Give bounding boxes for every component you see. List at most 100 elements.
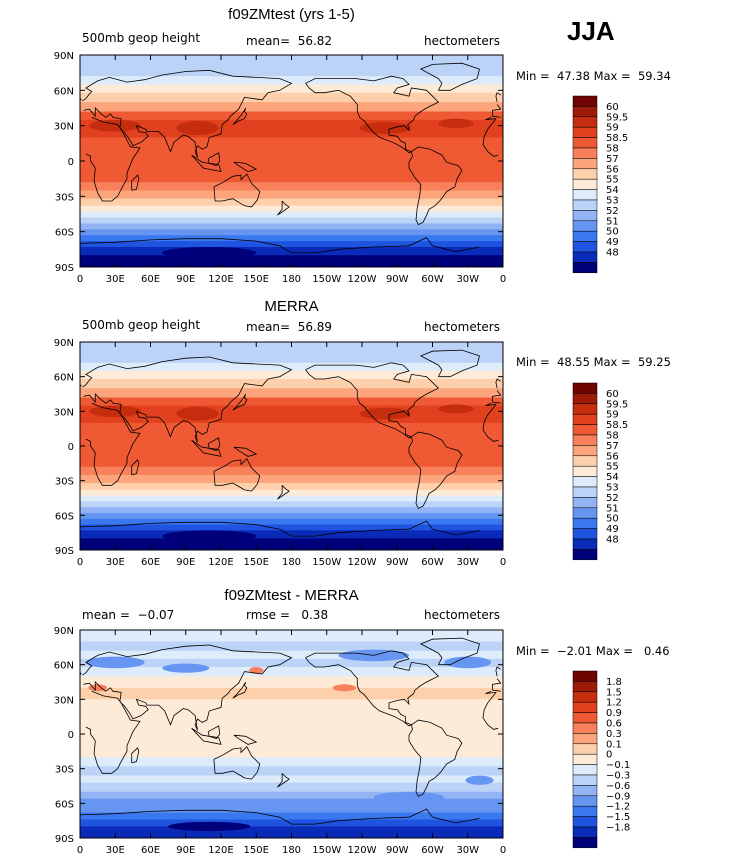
colorbar-box (572, 251, 598, 263)
coastline (277, 485, 290, 500)
colorbar-label: 58.5 (606, 420, 628, 431)
x-tick-label: 30E (106, 845, 125, 856)
contour-blob (176, 120, 219, 136)
contour-band (80, 76, 503, 85)
x-tick-label: 60E (141, 557, 160, 568)
colorbar-label: 1.2 (606, 698, 622, 709)
contour-band (80, 805, 503, 814)
colorbar-box (572, 670, 598, 682)
map-1: 0 30E 60E 90E 120E 150E 180 150W 120W 90W 60W 30W 09… (54, 338, 628, 568)
colorbar-label: −0.3 (606, 771, 630, 782)
x-tick-label: 0 (77, 845, 83, 856)
contour-band (80, 413, 503, 424)
x-tick-label: 150E (244, 845, 269, 856)
coastline (305, 362, 440, 439)
coastline (82, 356, 502, 443)
colorbar-label: 59.5 (606, 112, 628, 123)
y-tick-label: 90N (54, 626, 74, 637)
coastline (213, 746, 261, 780)
contour-band (80, 198, 503, 207)
contour-blob (162, 246, 257, 259)
x-tick-label: 60E (141, 274, 160, 285)
colorbar-box (572, 476, 598, 488)
colorbar-box (572, 220, 598, 232)
x-tick-label: 120W (348, 557, 377, 568)
colorbar-box (572, 743, 598, 755)
contour-band (80, 538, 503, 550)
y-tick-label: 90S (55, 546, 74, 557)
contour-band (80, 782, 503, 793)
colorbar-box (572, 826, 598, 838)
contour-blob (89, 119, 142, 132)
contour-band (80, 84, 503, 94)
x-tick-label: 150E (244, 557, 269, 568)
x-tick-label: 60W (421, 845, 444, 856)
map-0: 0 30E 60E 90E 120E 150E 180 150W 120W 90W 60W 30W 09… (54, 51, 628, 285)
contour-band (80, 518, 503, 526)
coastline (419, 637, 480, 666)
x-tick-label: 90E (176, 845, 195, 856)
colorbar-box (572, 701, 598, 713)
colorbar-label: 1.5 (606, 687, 622, 698)
x-tick-label: 120E (208, 557, 233, 568)
colorbar-box (572, 137, 598, 149)
colorbar-box (572, 774, 598, 786)
colorbar-label: 0.9 (606, 708, 622, 719)
colorbar-label: 58 (606, 144, 619, 155)
colorbar-label: 58 (606, 431, 619, 442)
contour-band (80, 798, 503, 807)
colorbar-box (572, 465, 598, 477)
coastline (408, 146, 463, 226)
colorbar-box (572, 816, 598, 828)
colorbar-label: 48 (606, 535, 619, 546)
colorbar-label: −0.1 (606, 760, 630, 771)
contour-blob (359, 407, 412, 420)
contour-band (80, 676, 503, 689)
y-tick-label: 0 (68, 442, 74, 453)
coastline (277, 773, 290, 788)
contour-blob (359, 122, 412, 134)
x-tick-label: 30W (456, 557, 479, 568)
contour-band (80, 92, 503, 103)
y-tick-label: 30S (55, 765, 74, 776)
contour-band (80, 223, 503, 230)
season-label: JJA (567, 16, 615, 46)
colorbar-label: 0.3 (606, 729, 622, 740)
colorbar-box (572, 168, 598, 180)
x-tick-label: 0 (77, 274, 83, 285)
y-tick-label: 60S (55, 799, 74, 810)
colorbar-box (572, 528, 598, 540)
colorbar-box (572, 538, 598, 550)
panel-right-label: hectometers (424, 608, 500, 622)
contour-band (80, 182, 503, 191)
colorbar-label: 0 (606, 750, 612, 761)
x-tick-label: 30E (106, 557, 125, 568)
contour-blob (249, 666, 264, 674)
x-tick-label: 120E (208, 845, 233, 856)
coastline (191, 154, 222, 173)
colorbar-label: 49 (606, 524, 619, 535)
coastline (207, 437, 221, 452)
panel-left-label: 500mb geop height (82, 31, 201, 45)
contour-band (80, 524, 503, 531)
colorbar-box (572, 95, 598, 107)
contour-band (80, 388, 503, 398)
contour-band (80, 255, 503, 267)
coastline (80, 520, 480, 537)
contour-blob (162, 530, 257, 542)
x-tick-label: 90E (176, 557, 195, 568)
x-tick-label: 30E (106, 274, 125, 285)
colorbar-label: 54 (606, 185, 619, 196)
contour-blob (85, 656, 145, 669)
coastline (408, 431, 463, 509)
colorbar-box (572, 126, 598, 138)
panel-center-label: mean= 56.82 (246, 34, 333, 48)
coastline (213, 173, 261, 208)
colorbar-label: 59 (606, 123, 619, 134)
coastline (277, 200, 290, 216)
contour-band (80, 370, 503, 380)
x-tick-label: 150E (244, 274, 269, 285)
y-tick-label: 90N (54, 338, 74, 349)
contour-band (80, 513, 503, 520)
colorbar-label: −1.8 (606, 823, 630, 834)
